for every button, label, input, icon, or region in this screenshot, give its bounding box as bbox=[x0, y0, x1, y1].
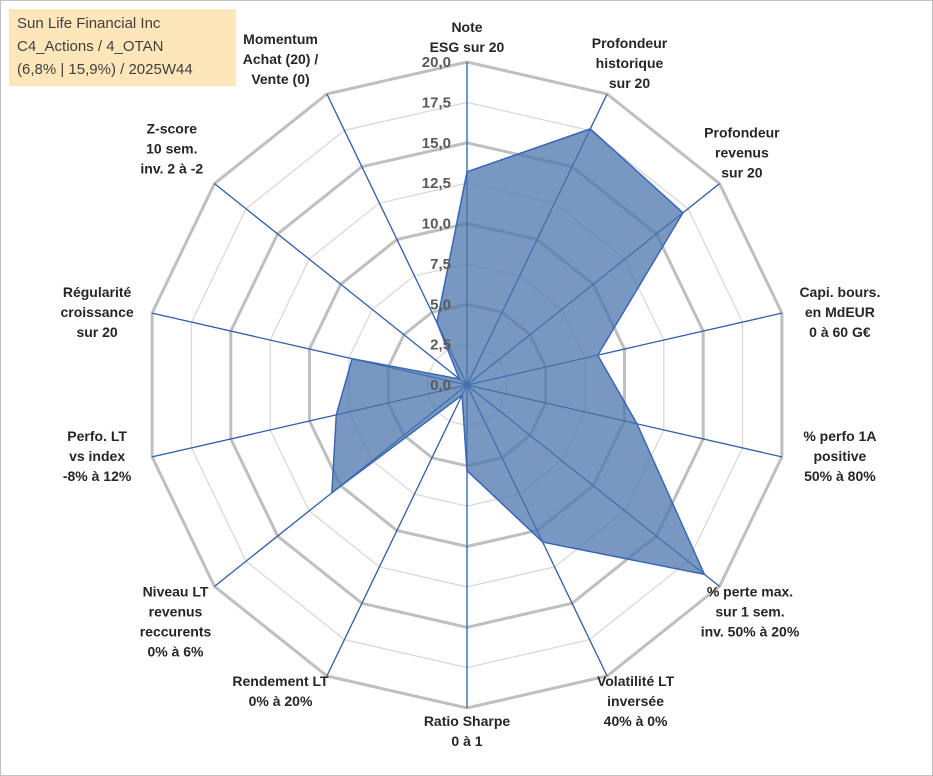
category-label-9: Rendement LT 0% à 20% bbox=[232, 673, 329, 709]
category-label-1: Note ESG sur 20 bbox=[430, 19, 505, 55]
category-label-7: Volatilité LT inversée 40% à 0% bbox=[597, 673, 675, 729]
category-label-line: 10 sem. bbox=[146, 141, 197, 157]
category-label-line: Achat (20) / bbox=[243, 51, 319, 67]
category-label-line: Niveau LT bbox=[143, 583, 209, 599]
series-area bbox=[331, 128, 706, 576]
tick-label: 7,5 bbox=[430, 256, 451, 273]
category-label-line: 0% à 20% bbox=[249, 693, 313, 709]
category-label-line: 0 à 60 G€ bbox=[809, 324, 871, 340]
chart-title-box: Sun Life Financial Inc C4_Actions / 4_OT… bbox=[9, 9, 236, 86]
category-label-line: revenus bbox=[149, 603, 203, 619]
category-label-line: Momentum bbox=[243, 31, 318, 47]
category-label-line: revenus bbox=[715, 145, 769, 161]
category-label-line: -8% à 12% bbox=[63, 468, 132, 484]
tick-label: 17,5 bbox=[422, 94, 451, 111]
category-label-line: Ratio Sharpe bbox=[424, 713, 511, 729]
category-label-line: vs index bbox=[69, 448, 125, 464]
tick-label: 12,5 bbox=[422, 175, 451, 192]
category-label-line: 50% à 80% bbox=[804, 468, 876, 484]
category-label-line: sur 20 bbox=[721, 165, 762, 181]
category-label-13: Z-score 10 sem. inv. 2 à -2 bbox=[140, 121, 203, 177]
category-label-line: inversée bbox=[607, 693, 664, 709]
category-label-line: 40% à 0% bbox=[604, 713, 668, 729]
category-label-line: Vente (0) bbox=[251, 71, 309, 87]
category-label-line: croissance bbox=[61, 304, 134, 320]
axis-spoke-13 bbox=[214, 183, 468, 386]
category-label-line: Z-score bbox=[147, 121, 198, 137]
category-label-line: Profondeur bbox=[592, 35, 668, 51]
category-label-line: Volatilité LT bbox=[597, 673, 675, 689]
tick-label: 10,0 bbox=[422, 216, 451, 233]
category-label-line: sur 1 sem. bbox=[715, 603, 784, 619]
tick-label: 2,5 bbox=[430, 337, 451, 354]
category-label-line: 0% à 6% bbox=[147, 643, 204, 659]
category-label-line: % perte max. bbox=[707, 583, 793, 599]
category-label-line: Note bbox=[451, 19, 482, 35]
category-label-line: 0 à 1 bbox=[451, 733, 482, 749]
title-category: C4_Actions / 4_OTAN bbox=[17, 38, 164, 55]
category-label-line: positive bbox=[813, 448, 866, 464]
category-label-line: en MdEUR bbox=[805, 304, 875, 320]
category-label-line: Profondeur bbox=[704, 125, 780, 141]
category-label-line: Perfo. LT bbox=[67, 428, 127, 444]
axis-spoke-9 bbox=[326, 384, 468, 677]
category-label-10: Niveau LT revenus reccurents 0% à 6% bbox=[140, 583, 212, 659]
category-label-4: Capi. bours. en MdEUR 0 à 60 G€ bbox=[799, 284, 880, 340]
tick-label: 5,0 bbox=[430, 296, 451, 313]
category-label-line: reccurents bbox=[140, 623, 212, 639]
radial-tick-labels: 0,0 2,5 5,0 7,5 10,0 12,5 15,0 17,5 20,0 bbox=[422, 54, 451, 394]
category-label-6: % perte max. sur 1 sem. inv. 50% à 20% bbox=[701, 583, 800, 639]
title-company: Sun Life Financial Inc bbox=[17, 15, 161, 32]
data-series bbox=[331, 128, 706, 576]
category-label-2: Profondeur historique sur 20 bbox=[592, 35, 668, 91]
category-label-line: Régularité bbox=[63, 284, 132, 300]
category-label-line: Rendement LT bbox=[232, 673, 329, 689]
category-label-5: % perfo 1A positive 50% à 80% bbox=[803, 428, 876, 484]
category-label-12: Régularité croissance sur 20 bbox=[61, 284, 134, 340]
category-label-8: Ratio Sharpe 0 à 1 bbox=[424, 713, 511, 749]
category-label-line: historique bbox=[596, 55, 664, 71]
title-stats: (6,8% | 15,9%) / 2025W44 bbox=[17, 61, 193, 78]
category-label-11: Perfo. LT vs index -8% à 12% bbox=[63, 428, 132, 484]
category-label-line: sur 20 bbox=[609, 75, 650, 91]
category-label-line: ESG sur 20 bbox=[430, 39, 505, 55]
category-label-line: inv. 50% à 20% bbox=[701, 623, 800, 639]
tick-label: 15,0 bbox=[422, 135, 451, 152]
category-labels: Note ESG sur 20 Profondeur historique sur 20… bbox=[61, 19, 881, 749]
category-label-3: Profondeur revenus sur 20 bbox=[704, 125, 780, 181]
category-label-line: Capi. bours. bbox=[799, 284, 880, 300]
category-label-line: % perfo 1A bbox=[803, 428, 876, 444]
category-label-line: sur 20 bbox=[76, 324, 117, 340]
category-label-14: Momentum Achat (20) / Vente (0) bbox=[243, 31, 319, 87]
tick-label: 0,0 bbox=[430, 377, 451, 394]
tick-label: 20,0 bbox=[422, 54, 451, 71]
category-label-line: inv. 2 à -2 bbox=[140, 161, 203, 177]
